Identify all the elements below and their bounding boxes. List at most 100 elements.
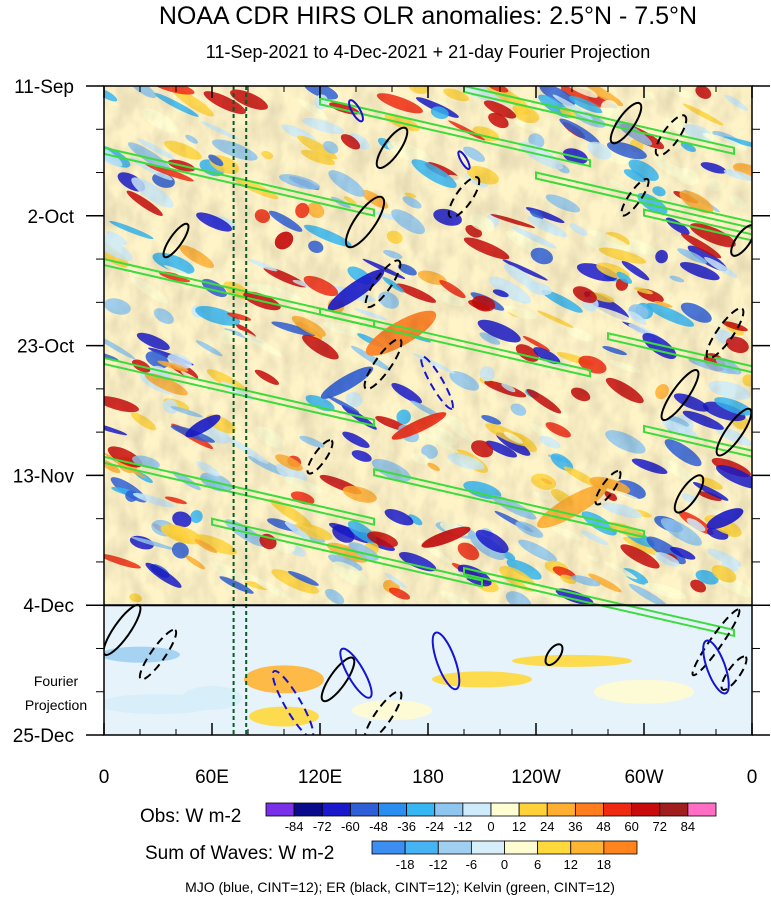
er-contour — [705, 307, 745, 360]
kelvin-contour — [211, 517, 483, 588]
kelvin-contour — [643, 208, 752, 242]
mjo-contours — [271, 99, 730, 735]
mjo-contour — [457, 150, 471, 170]
colorbar-box — [470, 840, 505, 855]
colorbar-tick-label: 60 — [624, 819, 638, 834]
colorbar-tick-label: 36 — [568, 819, 582, 834]
colorbar-tick-label: -18 — [396, 857, 415, 872]
colorbar-tick-label: 12 — [512, 819, 526, 834]
colorbar-tick-label: -12 — [453, 819, 472, 834]
er-contour — [306, 439, 334, 475]
colorbar-box — [603, 802, 633, 817]
colorbar-box — [490, 802, 520, 817]
kelvin-contour — [319, 97, 591, 168]
er-contours — [104, 101, 752, 735]
er-contour — [447, 176, 481, 219]
x-tick-label: 60E — [195, 767, 229, 788]
projection-label-line-2: Projection — [25, 697, 87, 713]
colorbar-tick-label: 12 — [564, 857, 578, 872]
colorbar-box — [659, 802, 689, 817]
y-tick-label: 25-Dec — [13, 726, 74, 747]
projection-anomaly-cell — [249, 706, 319, 727]
colorbar-box — [321, 802, 351, 817]
colorbar-box — [371, 840, 406, 855]
mjo-contour — [348, 99, 364, 123]
projection-field-background — [104, 604, 752, 735]
y-tick-label: 11-Sep — [14, 77, 74, 98]
colorbar-box — [437, 840, 472, 855]
kelvin-contour — [535, 171, 752, 230]
colorbar-tick-label: 72 — [653, 819, 667, 834]
colorbar-tick-label: 24 — [540, 819, 554, 834]
colorbar-tick-label: -48 — [369, 819, 388, 834]
er-contour — [720, 655, 748, 691]
colorbar-box — [687, 802, 717, 817]
reference-lines — [232, 86, 248, 735]
kelvin-contour — [643, 424, 752, 458]
colorbar-box — [631, 802, 661, 817]
projection-label-line-1: Fourier — [34, 673, 79, 689]
kelvin-contour — [463, 566, 735, 638]
colorbar-tick-label: -24 — [425, 819, 444, 834]
projection-anomaly-cell — [594, 679, 694, 704]
colorbar-box — [518, 802, 548, 817]
colorbar-box — [349, 802, 379, 817]
x-tick-label: 0 — [99, 767, 110, 788]
colorbar-tick-label: -60 — [341, 819, 360, 834]
mjo-contour — [420, 355, 454, 410]
er-contour — [162, 222, 190, 259]
x-tick-label: 60W — [624, 767, 663, 788]
kelvin-contour — [373, 467, 645, 539]
mjo-contour — [702, 639, 730, 695]
x-tick-label: 120E — [298, 767, 342, 788]
colorbar-tick-label: -72 — [313, 819, 332, 834]
kelvin-contour — [607, 331, 752, 374]
er-contour — [715, 407, 752, 457]
colorbar-box — [574, 802, 604, 817]
y-axis: 11-Sep 2-Oct 23-Oct 13-Nov 4-Dec 25-Dec — [13, 77, 770, 747]
y-tick-label: 23-Oct — [17, 337, 75, 358]
colorbar-tick-label: -36 — [397, 819, 416, 834]
colorbar-box — [603, 840, 638, 855]
wave-colorbar-label: Sum of Waves: W m-2 — [145, 843, 334, 864]
kelvin-contour — [104, 455, 375, 526]
kelvin-contour — [104, 356, 375, 428]
projection-anomaly-cell — [244, 665, 324, 694]
y-tick-label: 4-Dec — [23, 596, 74, 617]
er-contour — [344, 195, 386, 249]
er-contour — [544, 643, 564, 667]
er-contour — [363, 338, 403, 391]
colorbar-tick-label: 6 — [534, 857, 541, 872]
colorbar-tick-label: 18 — [597, 857, 611, 872]
er-contour — [609, 101, 643, 145]
x-tick-label: 120W — [511, 767, 561, 788]
er-contour — [375, 126, 409, 169]
colorbar-box — [504, 840, 539, 855]
colorbar-tick-label: 84 — [681, 819, 695, 834]
projection-anomaly-cell — [104, 646, 180, 663]
colorbar-box — [293, 802, 323, 817]
x-tick-label: 180 — [412, 767, 444, 788]
colorbar-box — [406, 802, 436, 817]
colorbar-tick-label: -12 — [429, 857, 448, 872]
colorbar-tick-label: -6 — [466, 857, 478, 872]
er-contour — [320, 656, 356, 703]
mjo-contour — [339, 647, 373, 699]
obs-colorbar-label: Obs: W m-2 — [140, 806, 241, 827]
colorbar-tick-label: 0 — [487, 819, 494, 834]
colorbar-box — [537, 840, 572, 855]
colorbar-tick-label: 48 — [596, 819, 610, 834]
observed-field-texture — [104, 86, 752, 604]
er-contour — [654, 114, 688, 157]
x-axis: 0 60E 120E 180 120W 60W 0 — [99, 86, 757, 788]
colorbar-box — [570, 840, 605, 855]
er-contour — [138, 628, 178, 681]
colorbar-box — [434, 802, 464, 817]
projection-anomaly-cell — [352, 700, 432, 721]
colorbar-box — [546, 802, 576, 817]
er-contour — [620, 177, 650, 217]
projection-anomaly-cell — [182, 685, 242, 710]
er-contour — [673, 474, 705, 514]
legend-text: MJO (blue, CINT=12); ER (black, CINT=12)… — [185, 879, 615, 895]
